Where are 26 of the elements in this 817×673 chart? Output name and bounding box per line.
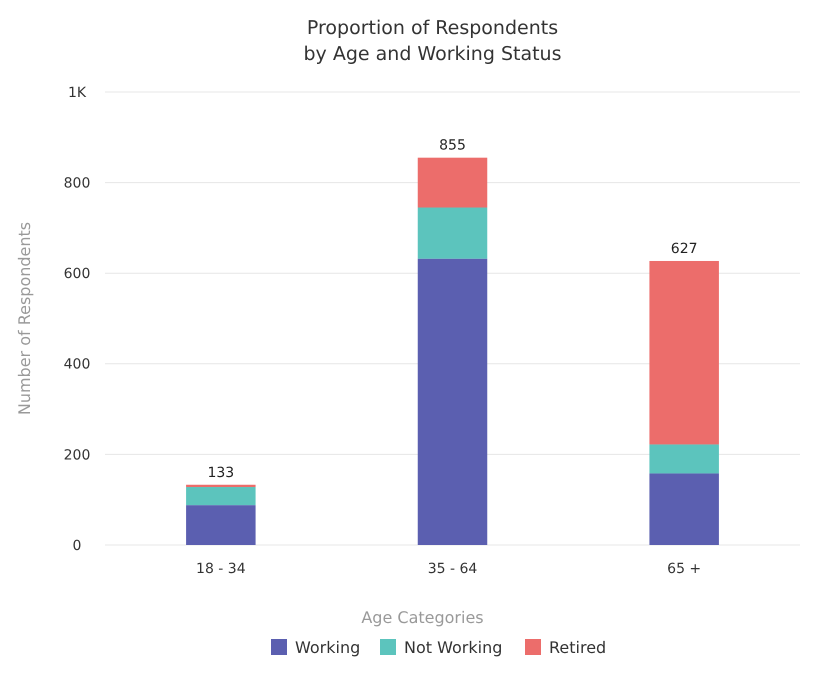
bar: [418, 158, 488, 208]
y-tick-label: 600: [64, 266, 90, 282]
bar: [649, 260, 719, 444]
y-tick-label: 1K: [68, 84, 87, 101]
y-tick-label: 800: [64, 176, 90, 192]
x-tick-label: 65 +: [667, 561, 702, 577]
total-label: 133: [207, 464, 234, 481]
total-label: 627: [670, 240, 698, 257]
bar: [186, 505, 256, 545]
bar: [649, 473, 719, 545]
chart-title: Proportion of Respondents by Age and Working Status: [304, 17, 562, 65]
bar: [418, 258, 488, 545]
bar: [186, 487, 256, 506]
x-tick-label: 18 - 34: [196, 561, 246, 577]
x-tick-label: 35 - 64: [428, 561, 478, 577]
bar: [418, 208, 488, 259]
y-axis-title: Number of Respondents: [15, 222, 34, 416]
y-tick-label: 0: [72, 538, 82, 554]
bar: [649, 444, 719, 474]
legend-label: Working: [295, 638, 360, 657]
legend-label: Retired: [549, 638, 606, 657]
y-tick-label: 200: [64, 447, 90, 464]
x-axis-title: Age Categories: [361, 608, 484, 627]
y-tick-label: 400: [64, 356, 90, 373]
legend-label: Not Working: [404, 638, 502, 657]
total-label: 855: [439, 138, 466, 154]
